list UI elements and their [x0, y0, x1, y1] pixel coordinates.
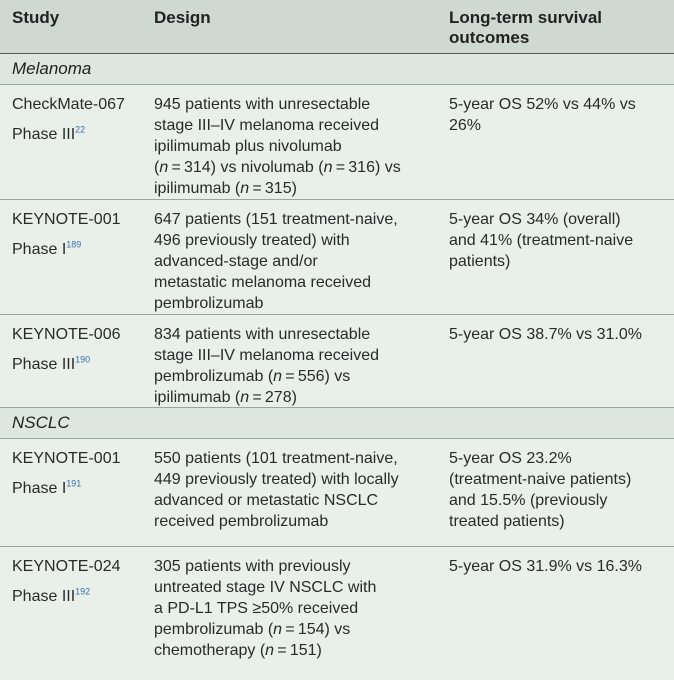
study-phase: Phase III22	[12, 124, 147, 145]
design-line: a PD-L1 TPS ≥50% received	[154, 600, 359, 617]
reference-number: 190	[75, 354, 91, 365]
section-nsclc: NSCLC	[0, 408, 674, 439]
outcomes-line: 5-year OS 52% vs 44% vs	[449, 96, 636, 113]
design-line: 834 patients with unresectable	[154, 326, 371, 343]
study-cell: CheckMate-067 Phase III22	[12, 94, 147, 145]
design-line: stage III–IV melanoma received	[154, 117, 380, 134]
outcomes-cell: 5-year OS 23.2% (treatment-naive patients…	[449, 448, 664, 532]
italic-n: n	[240, 389, 250, 406]
design-line: pembrolizumab (n = 556) vs	[154, 368, 351, 385]
italic-n: n	[323, 159, 333, 176]
design-line: 496 previously treated) with	[154, 232, 350, 249]
italic-n: n	[273, 368, 283, 385]
reference-number: 22	[75, 124, 86, 135]
design-line: untreated stage IV NSCLC with	[154, 579, 377, 596]
design-line: metastatic melanoma received	[154, 274, 371, 291]
design-cell: 647 patients (151 treatment-naive, 496 pr…	[154, 209, 439, 314]
study-cell: KEYNOTE-024 Phase III192	[12, 556, 147, 607]
outcomes-cell: 5-year OS 38.7% vs 31.0%	[449, 324, 664, 345]
phase-label: Phase III	[12, 588, 76, 605]
italic-n: n	[265, 642, 275, 659]
study-phase: Phase I189	[12, 239, 147, 260]
design-line: ipilimumab (n = 315)	[154, 180, 297, 197]
table-row: KEYNOTE-001 Phase I191 550 patients (101 t…	[0, 439, 674, 547]
reference-number: 189	[66, 239, 82, 250]
header-outcomes: Long-term survival outcomes	[449, 8, 602, 48]
design-line: 647 patients (151 treatment-naive,	[154, 211, 398, 228]
design-line: advanced or metastatic NSCLC	[154, 492, 379, 509]
phase-label: Phase III	[12, 356, 76, 373]
outcomes-line: and 41% (treatment-naive	[449, 232, 634, 249]
study-name: CheckMate-067	[12, 96, 125, 113]
study-phase: Phase III190	[12, 354, 147, 375]
outcomes-cell: 5-year OS 34% (overall) and 41% (treatmen…	[449, 209, 664, 272]
study-name: KEYNOTE-001	[12, 450, 121, 467]
study-name: KEYNOTE-001	[12, 211, 121, 228]
design-cell: 550 patients (101 treatment-naive, 449 pr…	[154, 448, 439, 532]
design-cell: 305 patients with previously untreated st…	[154, 556, 439, 661]
design-line: 945 patients with unresectable	[154, 96, 371, 113]
study-phase: Phase III192	[12, 586, 147, 607]
study-cell: KEYNOTE-006 Phase III190	[12, 324, 147, 375]
header-outcomes-line1: Long-term survival	[449, 8, 603, 27]
design-line: 305 patients with previously	[154, 558, 351, 575]
phase-label: Phase I	[12, 241, 67, 258]
outcomes-line: (treatment-naive patients)	[449, 471, 632, 488]
outcomes-cell: 5-year OS 52% vs 44% vs 26%	[449, 94, 664, 136]
design-line: 449 previously treated) with locally	[154, 471, 399, 488]
design-cell: 945 patients with unresectable stage III–…	[154, 94, 439, 199]
outcomes-line: 5-year OS 34% (overall)	[449, 211, 621, 228]
table-row: KEYNOTE-024 Phase III192 305 patients with…	[0, 547, 674, 680]
section-label: Melanoma	[12, 59, 92, 78]
table-row: KEYNOTE-001 Phase I189 647 patients (151 t…	[0, 200, 674, 315]
design-line: ipilimumab (n = 278)	[154, 389, 297, 406]
design-line: pembrolizumab	[154, 295, 264, 312]
study-phase: Phase I191	[12, 478, 147, 499]
italic-n: n	[240, 180, 250, 197]
section-label: NSCLC	[12, 413, 70, 432]
design-line: received pembrolizumab	[154, 513, 329, 530]
table-row: CheckMate-067 Phase III22 945 patients wit…	[0, 85, 674, 200]
design-line: pembrolizumab (n = 154) vs	[154, 621, 351, 638]
italic-n: n	[159, 159, 169, 176]
design-line: stage III–IV melanoma received	[154, 347, 380, 364]
outcomes-line: 5-year OS 31.9% vs 16.3%	[449, 558, 642, 575]
design-line: advanced-stage and/or	[154, 253, 318, 270]
header-design: Design	[154, 8, 211, 27]
design-line: chemotherapy (n = 151)	[154, 642, 322, 659]
header-study: Study	[12, 8, 60, 27]
outcomes-line: and 15.5% (previously	[449, 492, 608, 509]
outcomes-line: treated patients)	[449, 513, 565, 530]
study-name: KEYNOTE-024	[12, 558, 121, 575]
outcomes-line: 5-year OS 38.7% vs 31.0%	[449, 326, 642, 343]
study-cell: KEYNOTE-001 Phase I189	[12, 209, 147, 260]
design-line: 550 patients (101 treatment-naive,	[154, 450, 398, 467]
section-melanoma: Melanoma	[0, 54, 674, 85]
design-cell: 834 patients with unresectable stage III–…	[154, 324, 439, 408]
phase-label: Phase I	[12, 480, 67, 497]
reference-number: 191	[66, 478, 82, 489]
header-outcomes-line2: outcomes	[449, 28, 530, 47]
reference-number: 192	[75, 586, 91, 597]
study-name: KEYNOTE-006	[12, 326, 121, 343]
outcomes-line: 26%	[449, 117, 482, 134]
outcomes-line: patients)	[449, 253, 511, 270]
design-line: ipilimumab plus nivolumab	[154, 138, 342, 155]
italic-n: n	[273, 621, 283, 638]
table-row: KEYNOTE-006 Phase III190 834 patients with…	[0, 315, 674, 408]
outcomes-cell: 5-year OS 31.9% vs 16.3%	[449, 556, 664, 577]
table-header: Study Design Long-term survival outcomes	[0, 0, 674, 54]
phase-label: Phase III	[12, 126, 76, 143]
study-cell: KEYNOTE-001 Phase I191	[12, 448, 147, 499]
design-line: (n = 314) vs nivolumab (n = 316) vs	[154, 159, 401, 176]
outcomes-line: 5-year OS 23.2%	[449, 450, 572, 467]
